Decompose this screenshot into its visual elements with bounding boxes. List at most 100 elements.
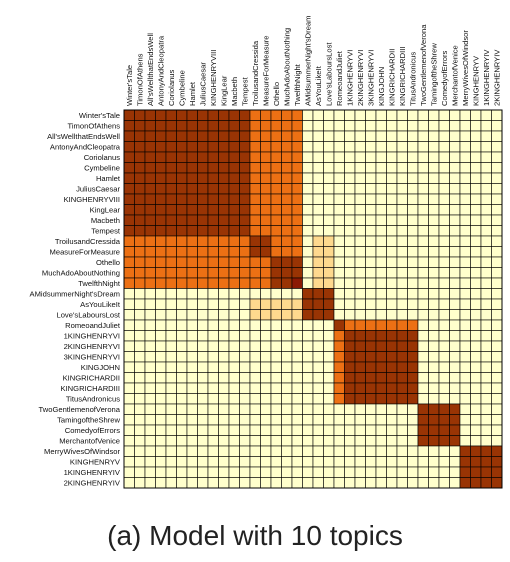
heatmap-cell	[176, 288, 188, 300]
heatmap-cell	[155, 288, 167, 300]
heatmap-cell	[333, 456, 345, 468]
heatmap-frame	[123, 109, 503, 489]
heatmap-cell	[134, 130, 146, 142]
heatmap-cell	[260, 477, 272, 489]
heatmap-cell	[165, 393, 177, 405]
heatmap-cell	[459, 267, 471, 279]
heatmap-cell	[239, 288, 251, 300]
heatmap-cell	[176, 361, 188, 373]
heatmap-cell	[344, 445, 356, 457]
heatmap-cell	[312, 183, 324, 195]
heatmap-cell	[365, 319, 377, 331]
heatmap-cell	[218, 319, 230, 331]
heatmap-cell	[134, 204, 146, 216]
heatmap-cell	[176, 445, 188, 457]
heatmap-cell	[186, 267, 198, 279]
heatmap-cell	[438, 477, 450, 489]
heatmap-cell	[428, 277, 440, 289]
heatmap-cell	[470, 193, 482, 205]
heatmap-cell	[291, 235, 303, 247]
heatmap-cell	[417, 141, 429, 153]
heatmap-cell	[491, 361, 503, 373]
heatmap-cell	[375, 288, 387, 300]
heatmap-cell	[312, 340, 324, 352]
heatmap-cell	[375, 477, 387, 489]
heatmap-cell	[365, 141, 377, 153]
heatmap-cell	[218, 225, 230, 237]
heatmap-cell	[291, 424, 303, 436]
heatmap-cell	[270, 319, 282, 331]
heatmap-cell	[344, 361, 356, 373]
heatmap-cell	[470, 372, 482, 384]
heatmap-cell	[281, 466, 293, 478]
heatmap-cell	[491, 256, 503, 268]
heatmap-cell	[123, 456, 135, 468]
heatmap-cell	[207, 225, 219, 237]
heatmap-cell	[365, 214, 377, 226]
heatmap-cell	[165, 330, 177, 342]
heatmap-cell	[449, 204, 461, 216]
heatmap-cell	[176, 319, 188, 331]
heatmap-cell	[302, 414, 314, 426]
heatmap-cell	[302, 162, 314, 174]
row-label: KINGRICHARDII	[63, 373, 120, 382]
heatmap-cell	[491, 120, 503, 132]
heatmap-cell	[197, 445, 209, 457]
heatmap-cell	[365, 393, 377, 405]
heatmap-cell	[123, 214, 135, 226]
heatmap-cell	[312, 414, 324, 426]
heatmap-cell	[470, 267, 482, 279]
heatmap-cell	[176, 267, 188, 279]
heatmap-cells	[123, 109, 503, 489]
heatmap-cell	[249, 477, 261, 489]
heatmap-cell	[197, 235, 209, 247]
row-label: AMidsummerNight'sDream	[30, 289, 120, 298]
row-label: 1KINGHENRYIV	[64, 468, 121, 477]
heatmap-cell	[365, 456, 377, 468]
heatmap-cell	[386, 120, 398, 132]
heatmap-cell	[417, 309, 429, 321]
heatmap-cell	[165, 403, 177, 415]
heatmap-cell	[260, 172, 272, 184]
heatmap-cell	[428, 130, 440, 142]
heatmap-cell	[438, 340, 450, 352]
heatmap-cell	[375, 130, 387, 142]
heatmap-cell	[323, 403, 335, 415]
heatmap-cell	[239, 298, 251, 310]
heatmap-cell	[438, 235, 450, 247]
column-label: MeasureForMeasure	[261, 36, 270, 106]
heatmap-cell	[123, 141, 135, 153]
column-label: MuchAdoAboutNothing	[282, 28, 291, 106]
heatmap-cell	[480, 466, 492, 478]
heatmap-cell	[407, 288, 419, 300]
heatmap-cell	[344, 120, 356, 132]
heatmap-cell	[291, 456, 303, 468]
column-label: Othello	[272, 82, 281, 106]
heatmap-cell	[344, 214, 356, 226]
heatmap-cell	[344, 193, 356, 205]
heatmap-cell	[260, 246, 272, 258]
heatmap-cell	[438, 466, 450, 478]
heatmap-cell	[134, 183, 146, 195]
heatmap-cell	[134, 162, 146, 174]
heatmap-cell	[302, 298, 314, 310]
heatmap-cell	[386, 204, 398, 216]
heatmap-cell	[176, 340, 188, 352]
heatmap-cell	[134, 309, 146, 321]
heatmap-cell	[260, 393, 272, 405]
heatmap-cell	[438, 330, 450, 342]
heatmap-cell	[344, 109, 356, 121]
heatmap-cell	[228, 414, 240, 426]
heatmap-cell	[386, 183, 398, 195]
heatmap-cell	[302, 403, 314, 415]
heatmap-cell	[281, 277, 293, 289]
heatmap-cell	[480, 445, 492, 457]
heatmap-cell	[123, 361, 135, 373]
heatmap-cell	[155, 403, 167, 415]
heatmap-cell	[407, 256, 419, 268]
heatmap-cell	[165, 351, 177, 363]
heatmap-cell	[134, 235, 146, 247]
heatmap-cell	[386, 382, 398, 394]
heatmap-cell	[165, 361, 177, 373]
heatmap-cell	[228, 382, 240, 394]
